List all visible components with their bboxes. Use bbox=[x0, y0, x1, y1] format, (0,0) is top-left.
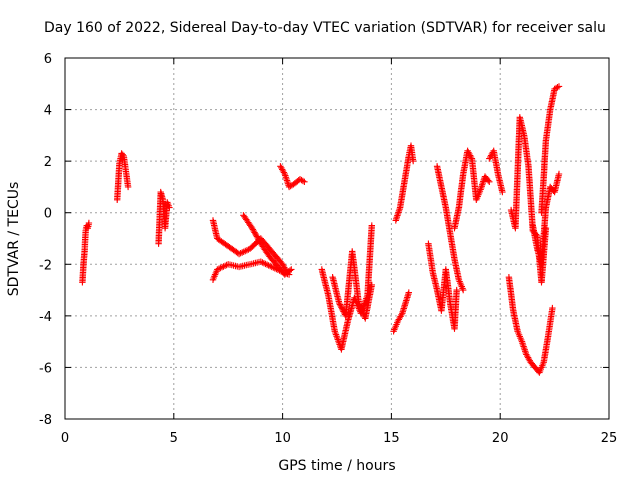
data-point bbox=[256, 237, 263, 244]
data-point bbox=[299, 177, 307, 185]
data-point bbox=[410, 157, 417, 165]
data-point bbox=[368, 222, 375, 229]
series-arc-4 bbox=[209, 217, 291, 276]
data-point bbox=[336, 301, 344, 308]
data-point bbox=[336, 299, 343, 307]
data-point bbox=[555, 170, 563, 178]
y-tick-label: -2 bbox=[39, 258, 52, 273]
series-arc-15 bbox=[486, 147, 506, 196]
series-arc-13 bbox=[433, 163, 467, 294]
series-arc-7 bbox=[277, 163, 308, 191]
data-point bbox=[405, 289, 412, 296]
data-point bbox=[486, 178, 493, 185]
y-tick-label: 6 bbox=[44, 52, 52, 67]
data-point bbox=[549, 304, 556, 312]
data-point bbox=[239, 249, 246, 256]
chart-title: Day 160 of 2022, Sidereal Day-to-day VTE… bbox=[44, 20, 606, 36]
y-tick-label: -8 bbox=[39, 413, 52, 428]
data-point bbox=[338, 305, 346, 312]
data-point bbox=[286, 267, 294, 274]
data-point bbox=[259, 259, 266, 266]
data-point bbox=[485, 177, 492, 184]
data-point bbox=[235, 250, 243, 258]
grid bbox=[65, 58, 609, 419]
y-axis-label: SDTVAR / TECUs bbox=[6, 182, 22, 297]
data-point bbox=[124, 183, 132, 191]
data-point bbox=[356, 302, 364, 310]
series-arc-8 bbox=[318, 222, 375, 353]
data-point bbox=[255, 236, 262, 243]
series-arc-12 bbox=[425, 240, 460, 332]
series-arc-1 bbox=[79, 219, 93, 286]
plot-frame bbox=[64, 57, 610, 420]
data-point bbox=[243, 247, 251, 254]
series-arc-3 bbox=[155, 188, 173, 247]
y-tick-label: -6 bbox=[39, 361, 52, 376]
data-point bbox=[218, 264, 226, 271]
y-tick-label: 4 bbox=[44, 104, 52, 119]
series-arc-10 bbox=[390, 289, 412, 335]
series-arc-6 bbox=[240, 212, 295, 278]
data-point bbox=[221, 262, 229, 269]
series-arc-2 bbox=[114, 150, 132, 203]
y-tick-label: -4 bbox=[39, 310, 52, 325]
data-point bbox=[267, 262, 274, 270]
data-point bbox=[453, 286, 460, 294]
data-point bbox=[368, 281, 375, 289]
x-axis-label: GPS time / hours bbox=[278, 458, 395, 474]
data-point bbox=[119, 151, 126, 158]
data-point bbox=[499, 188, 506, 196]
data-points bbox=[79, 83, 563, 376]
data-point bbox=[555, 83, 563, 90]
data-point bbox=[554, 84, 561, 91]
data-point bbox=[263, 261, 271, 268]
data-point bbox=[301, 178, 308, 185]
data-point bbox=[288, 266, 295, 273]
data-point bbox=[460, 286, 467, 294]
x-tick-label: 10 bbox=[274, 431, 291, 446]
data-point bbox=[337, 302, 344, 309]
data-point bbox=[283, 175, 290, 183]
series-arc-11 bbox=[392, 142, 417, 224]
series-arc-19 bbox=[529, 170, 563, 268]
axis-ticks: 0 5 10 15 20 25 -8 -6 -4 -2 0 2 4 6 bbox=[39, 52, 617, 446]
data-point bbox=[358, 306, 365, 313]
data-point bbox=[355, 299, 362, 307]
series-arc-9 bbox=[329, 248, 375, 322]
data-point bbox=[270, 264, 277, 271]
data-point bbox=[280, 169, 288, 176]
x-tick-label: 25 bbox=[601, 431, 618, 446]
x-tick-label: 5 bbox=[170, 431, 178, 446]
data-point bbox=[166, 204, 173, 211]
x-tick-label: 20 bbox=[492, 431, 509, 446]
data-point bbox=[215, 265, 223, 272]
y-tick-label: 0 bbox=[44, 207, 52, 222]
data-point bbox=[85, 219, 93, 227]
data-point bbox=[398, 311, 405, 318]
y-tick-label: 2 bbox=[44, 155, 52, 170]
series-arc-18 bbox=[538, 83, 563, 216]
x-tick-label: 0 bbox=[61, 431, 69, 446]
series-arc-14 bbox=[451, 147, 493, 232]
x-tick-label: 15 bbox=[383, 431, 400, 446]
series-arc-16 bbox=[505, 274, 556, 376]
